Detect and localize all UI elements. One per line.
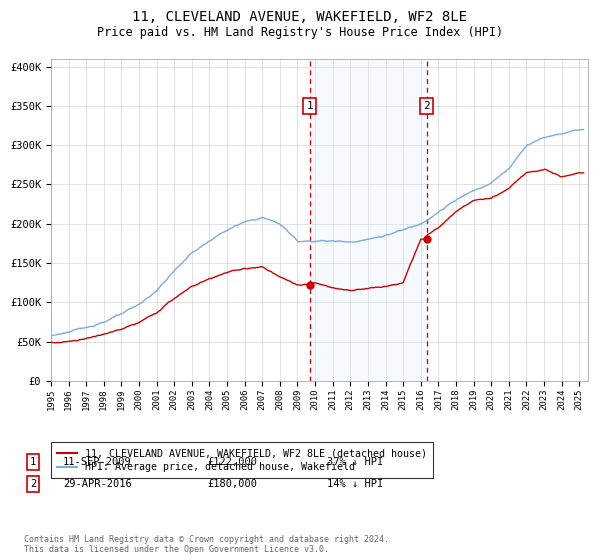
Text: £122,000: £122,000 (207, 457, 257, 467)
Text: Contains HM Land Registry data © Crown copyright and database right 2024.
This d: Contains HM Land Registry data © Crown c… (24, 535, 389, 554)
Text: £180,000: £180,000 (207, 479, 257, 489)
Text: 1: 1 (306, 101, 313, 111)
Legend: 11, CLEVELAND AVENUE, WAKEFIELD, WF2 8LE (detached house), HPI: Average price, d: 11, CLEVELAND AVENUE, WAKEFIELD, WF2 8LE… (50, 442, 433, 478)
Text: 1: 1 (30, 457, 36, 467)
Text: 29-APR-2016: 29-APR-2016 (63, 479, 132, 489)
Text: 14% ↓ HPI: 14% ↓ HPI (327, 479, 383, 489)
Bar (310, 59, 427, 381)
Text: Price paid vs. HM Land Registry's House Price Index (HPI): Price paid vs. HM Land Registry's House … (97, 26, 503, 39)
Text: 2: 2 (423, 101, 430, 111)
Text: 11, CLEVELAND AVENUE, WAKEFIELD, WF2 8LE: 11, CLEVELAND AVENUE, WAKEFIELD, WF2 8LE (133, 10, 467, 24)
Text: 37% ↓ HPI: 37% ↓ HPI (327, 457, 383, 467)
Text: 2: 2 (30, 479, 36, 489)
Text: 11-SEP-2009: 11-SEP-2009 (63, 457, 132, 467)
